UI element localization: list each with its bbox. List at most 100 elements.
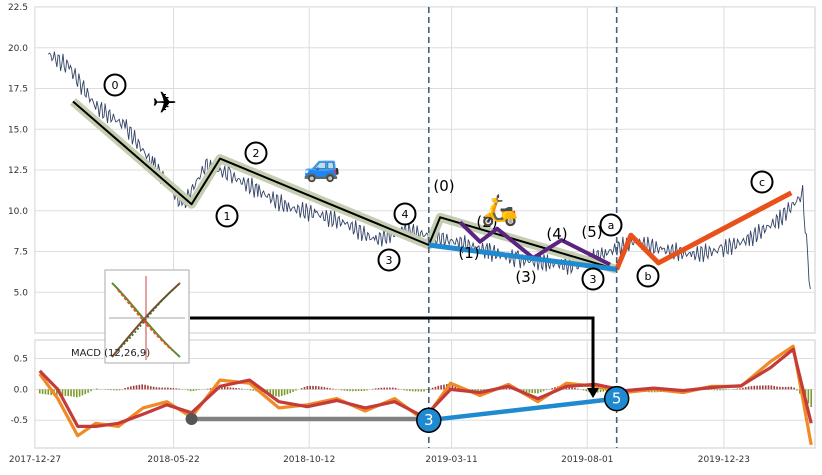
macd-hist-bar <box>378 388 380 389</box>
macd-hist-bar <box>324 387 326 389</box>
macd-hist-bar <box>76 389 78 397</box>
macd-hist-bar <box>753 386 755 390</box>
macd-hist-bar <box>124 388 126 389</box>
macd-hist-bar <box>227 387 229 389</box>
macd-hist-bar <box>96 389 98 390</box>
macd-hist-bar <box>278 389 280 396</box>
macd-hist-bar <box>190 389 192 391</box>
macd-hist-bar <box>346 389 348 391</box>
macd-hist-bar <box>73 389 75 396</box>
macd-hist-bar <box>113 389 115 390</box>
macd-hist-bar <box>110 389 112 390</box>
macd-hist-bar <box>141 384 143 389</box>
macd-hist-bar <box>224 387 226 390</box>
price-y-tick-label: 10.0 <box>8 207 28 217</box>
macd-hist-bar <box>745 387 747 389</box>
macd-hist-bar <box>796 389 798 390</box>
macd-hist-bar <box>793 388 795 390</box>
macd-hist-bar <box>235 388 237 389</box>
macd-hist-bar <box>381 388 383 390</box>
macd-hist-bar <box>170 388 172 389</box>
macd-hist-bar <box>782 387 784 389</box>
macd-hist-bar <box>574 388 576 390</box>
macd-hist-bar <box>304 387 306 389</box>
macd-hist-bar <box>418 389 420 391</box>
macd-hist-bar <box>395 388 397 390</box>
macd-hist-bar <box>275 389 277 396</box>
macd-hist-bar <box>295 389 297 390</box>
macd-hist-bar <box>583 389 585 390</box>
macd-hist-bar <box>193 389 195 391</box>
wave-label-sub-3: (3) <box>515 268 536 286</box>
macd-hist-bar <box>779 387 781 390</box>
macd-hist-bar <box>551 388 553 389</box>
macd-hist-bar <box>329 388 331 389</box>
macd-hist-bar <box>281 389 283 396</box>
wave-label-5: 3 <box>590 273 597 286</box>
macd-hist-bar <box>543 389 545 391</box>
macd-hist-bar <box>230 387 232 389</box>
macd-hist-bar <box>332 389 334 390</box>
macd-hist-bar <box>751 386 753 389</box>
price-y-tick-label: 7.5 <box>14 248 28 258</box>
macd-y-tick-label: -0.5 <box>10 416 28 426</box>
macd-hist-bar <box>773 386 775 389</box>
wave-label-a: a <box>608 219 615 232</box>
macd-hist-bar <box>716 389 718 390</box>
scooter-icon: 🛵 <box>481 193 518 228</box>
macd-hist-bar <box>233 388 235 390</box>
macd-hist-bar <box>90 389 92 391</box>
macd-hist-bar <box>238 388 240 389</box>
x-tick-label: 2019-12-23 <box>698 455 750 465</box>
macd-hist-bar <box>736 389 738 390</box>
macd-hist-bar <box>289 389 291 393</box>
macd-hist-bar <box>198 389 200 390</box>
macd-hist-bar <box>440 385 442 389</box>
macd-hist-bar <box>176 388 178 389</box>
macd-hist-bar <box>116 389 118 390</box>
macd-hist-bar <box>292 389 294 392</box>
macd-hist-bar <box>788 387 790 390</box>
macd-hist-bar <box>810 389 812 407</box>
macd-hist-bar <box>375 388 377 389</box>
macd-hist-bar <box>748 387 750 390</box>
wave-label-b: b <box>645 270 652 283</box>
airplane-icon: ✈ <box>152 86 177 121</box>
macd-hist-bar <box>159 387 161 389</box>
macd-hist-bar <box>207 389 209 390</box>
wave-label-sub-5: (5) <box>581 223 602 241</box>
macd-hist-bar <box>546 389 548 390</box>
macd-hist-bar <box>87 389 89 392</box>
macd-marker-label: 3 <box>424 411 434 429</box>
macd-hist-bar <box>600 389 602 392</box>
macd-hist-bar <box>412 389 414 391</box>
macd-hist-bar <box>403 389 405 390</box>
x-tick-label: 2018-10-12 <box>283 455 335 465</box>
macd-hist-bar <box>426 389 428 390</box>
macd-hist-bar <box>127 387 129 389</box>
macd-hist-bar <box>156 387 158 389</box>
macd-hist-bar <box>301 388 303 389</box>
macd-hist-bar <box>383 388 385 390</box>
macd-hist-bar <box>808 389 810 403</box>
wave-label-4: 4 <box>402 208 409 221</box>
macd-hist-bar <box>45 389 47 394</box>
macd-hist-bar <box>321 387 323 390</box>
macd-hist-bar <box>150 386 152 389</box>
car-icon: 🚙 <box>303 149 340 184</box>
macd-y-tick-label: 0.0 <box>14 385 29 395</box>
macd-hist-bar <box>398 389 400 390</box>
wave-label-0: 0 <box>112 79 119 92</box>
macd-hist-bar <box>586 389 588 391</box>
wave-label-3: 3 <box>386 254 393 267</box>
macd-hist-bar <box>287 389 289 394</box>
macd-hist-bar <box>119 389 121 390</box>
macd-hist-bar <box>366 389 368 390</box>
macd-hist-bar <box>742 388 744 390</box>
macd-hist-bar <box>309 386 311 389</box>
x-tick-label: 2019-03-11 <box>425 455 477 465</box>
macd-hist-bar <box>307 386 309 389</box>
macd-hist-bar <box>164 388 166 390</box>
